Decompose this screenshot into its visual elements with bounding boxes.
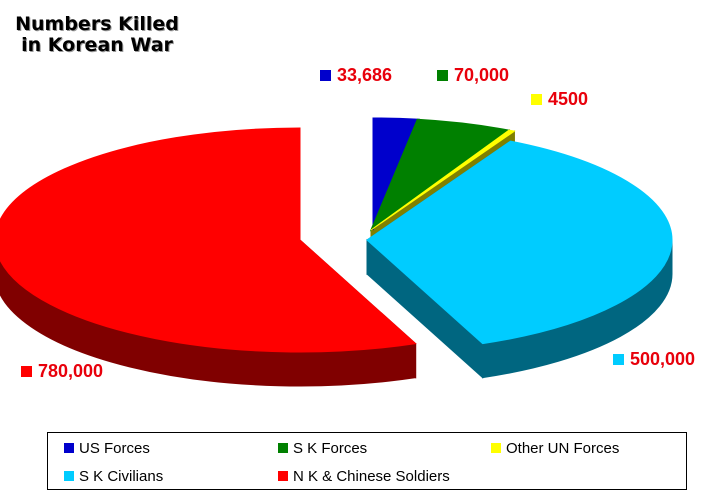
- chart-title-line-1: Numbers Killed: [15, 13, 179, 35]
- legend-item-nk-chinese: N K & Chinese Soldiers: [278, 467, 450, 485]
- legend-swatch: [64, 443, 74, 453]
- legend-label: S K Civilians: [79, 467, 164, 485]
- data-label-text: 70,000: [454, 64, 510, 85]
- legend-label: N K & Chinese Soldiers: [293, 467, 450, 485]
- legend-item-sk-forces: S K Forces: [278, 439, 367, 457]
- legend-swatch: [278, 443, 288, 453]
- chart-title: Numbers Killed in Korean War: [12, 14, 182, 56]
- data-label-text: 33,686: [337, 64, 393, 85]
- data-label-text: 780,000: [38, 360, 104, 381]
- legend-item-other-un-forces: Other UN Forces: [491, 439, 619, 457]
- legend-label: Other UN Forces: [506, 439, 620, 457]
- legend-swatch: [64, 471, 74, 481]
- data-label-swatch: [437, 69, 448, 81]
- data-label-us-forces: 33,686: [320, 64, 392, 86]
- data-label-text: 4500: [548, 88, 589, 109]
- legend-swatch: [278, 471, 288, 481]
- data-label-nk-chinese: 780,000: [21, 360, 103, 382]
- data-label-swatch: [613, 353, 624, 365]
- chart-title-line-2: in Korean War: [21, 34, 173, 56]
- legend: US Forces S K Forces Other UN Forces S K…: [47, 432, 687, 490]
- data-label-sk-civilians: 500,000: [613, 348, 695, 370]
- data-label-swatch: [21, 365, 32, 377]
- pie-slice-n-k-and-chinese-soldiers: [0, 127, 417, 353]
- legend-swatch: [491, 443, 501, 453]
- pie-slice-other-un-forces: [370, 129, 516, 231]
- data-label-other-un-forces: 4500: [531, 88, 588, 110]
- legend-item-us-forces: US Forces: [64, 439, 150, 457]
- pie-slice-s-k-civilians: [366, 140, 673, 345]
- legend-item-sk-civilians: S K Civilians: [64, 467, 163, 485]
- legend-label: S K Forces: [293, 439, 368, 457]
- data-label-sk-forces: 70,000: [437, 64, 509, 86]
- data-label-swatch: [320, 69, 331, 81]
- data-label-swatch: [531, 93, 542, 105]
- data-label-text: 500,000: [630, 348, 696, 369]
- legend-label: US Forces: [79, 439, 150, 457]
